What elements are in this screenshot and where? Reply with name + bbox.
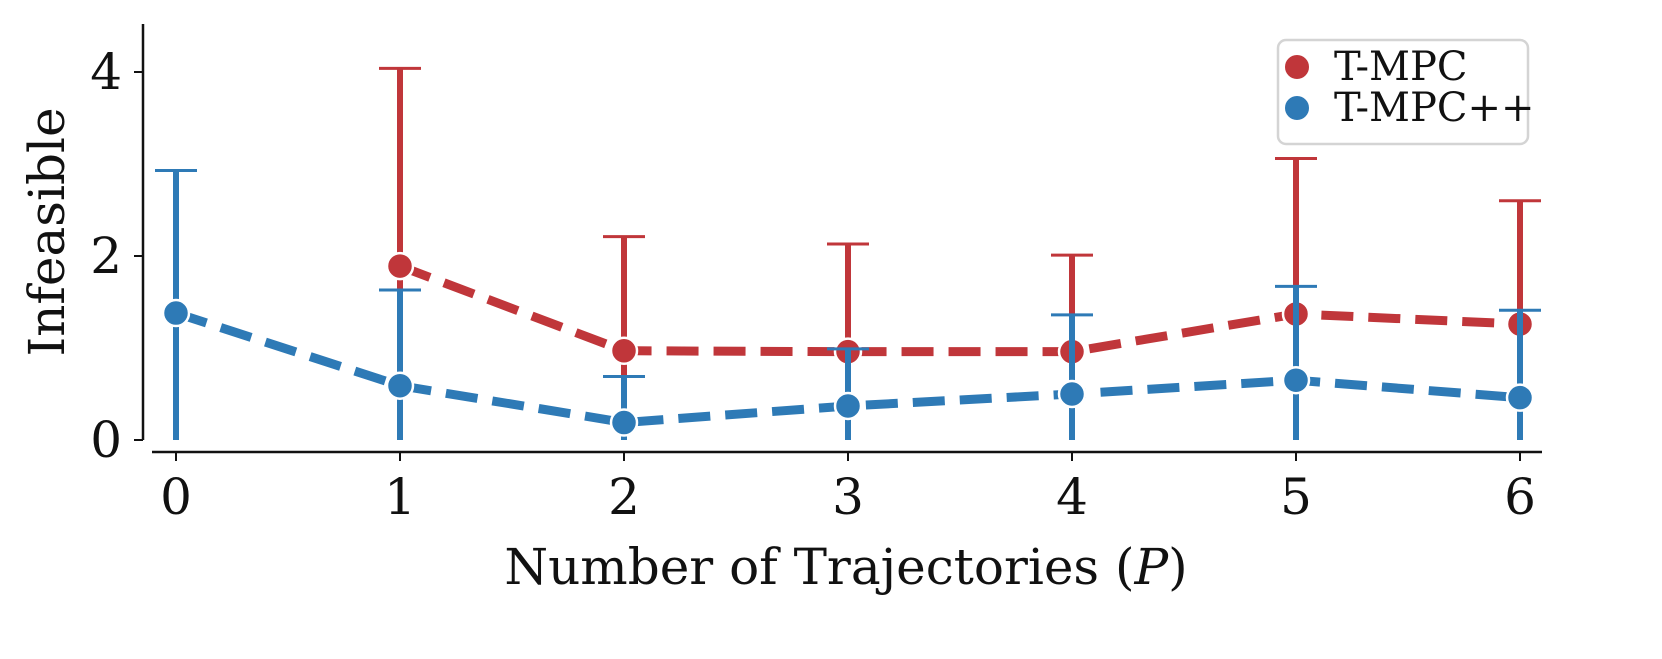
y-tick-label-0: 0 bbox=[90, 411, 122, 469]
data-point-t-mpc-1 bbox=[385, 251, 415, 281]
data-point-t-mpcplusplus-6 bbox=[1505, 383, 1535, 412]
x-tick-label-2: 2 bbox=[608, 468, 640, 526]
series-line-t-mpc bbox=[398, 261, 1521, 357]
series-t-mpcplusplus bbox=[155, 168, 1541, 440]
data-point-t-mpcplusplus-2 bbox=[609, 408, 639, 437]
axes-layer: 0 1 2 3 4 5 6 0 2 4 Number of Trajectories (P) Infe… bbox=[18, 24, 1542, 596]
series-layer bbox=[155, 66, 1541, 440]
data-point-t-mpcplusplus-4 bbox=[1057, 379, 1087, 409]
x-tick-label-1: 1 bbox=[384, 468, 416, 526]
x-axis-title: Number of Trajectories (P) bbox=[504, 538, 1187, 596]
data-point-t-mpcplusplus-1 bbox=[385, 371, 415, 400]
data-point-t-mpcplusplus-3 bbox=[833, 391, 863, 421]
x-tick-label-3: 3 bbox=[832, 468, 864, 526]
data-point-t-mpcplusplus-0 bbox=[161, 298, 191, 328]
x-tick-label-0: 0 bbox=[160, 468, 192, 526]
data-point-t-mpc-2 bbox=[609, 336, 639, 366]
x-tick-label-6: 6 bbox=[1504, 468, 1536, 526]
y-axis-title: Infeasible bbox=[18, 107, 76, 356]
y-tick-label-4: 4 bbox=[90, 43, 122, 101]
y-tick-label-2: 2 bbox=[90, 227, 122, 285]
x-tick-label-4: 4 bbox=[1056, 468, 1088, 526]
x-tick-label-5: 5 bbox=[1280, 468, 1312, 526]
legend-label-t-mpcplusplus: T-MPC++ bbox=[1334, 85, 1535, 131]
legend-marker-t-mpc bbox=[1283, 53, 1311, 81]
legend-frame bbox=[1276, 38, 1530, 146]
legend-label-t-mpc: T-MPC bbox=[1334, 44, 1468, 90]
legend-marker-t-mpcplusplus bbox=[1283, 94, 1311, 122]
data-point-t-mpcplusplus-5 bbox=[1281, 365, 1311, 395]
